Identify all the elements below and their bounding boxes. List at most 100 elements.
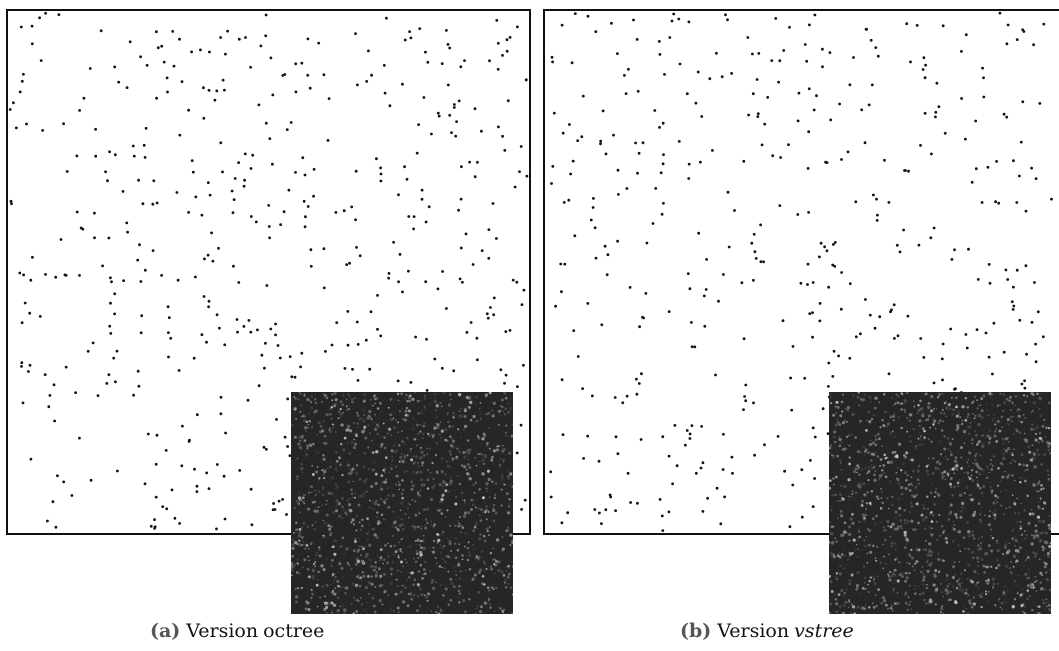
spectrum-speckle [308, 399, 312, 402]
spectrum-speckle [410, 480, 413, 482]
spectrum-speckle [410, 571, 415, 575]
spectrum-speckle [473, 576, 476, 580]
spectrum-speckle [396, 449, 398, 452]
spectrum-speckle [490, 567, 494, 571]
spectrum-speckle [929, 426, 931, 429]
sample-point [970, 180, 974, 184]
spectrum-speckle [872, 441, 875, 444]
spectrum-speckle [431, 586, 436, 591]
spectrum-speckle [872, 544, 875, 547]
spectrum-speckle [389, 581, 393, 586]
spectrum-speckle [927, 401, 931, 405]
spectrum-speckle [989, 565, 993, 568]
spectrum-speckle [860, 504, 864, 507]
spectrum-speckle [316, 551, 319, 555]
spectrum-speckle [1037, 453, 1040, 456]
spectrum-speckle [1045, 571, 1048, 574]
spectrum-speckle [397, 516, 400, 518]
spectrum-speckle [933, 419, 937, 423]
spectrum-speckle [426, 452, 429, 456]
spectrum-speckle [881, 501, 885, 505]
spectrum-speckle [903, 402, 905, 405]
spectrum-speckle [372, 421, 375, 423]
sample-point [644, 292, 648, 295]
spectrum-speckle [377, 432, 380, 435]
spectrum-speckle [379, 559, 381, 561]
spectrum-speckle [453, 489, 455, 491]
sample-point [824, 160, 827, 164]
sample-point [823, 245, 826, 249]
spectrum-speckle [472, 529, 476, 533]
spectrum-speckle [463, 396, 466, 398]
sample-point [753, 453, 756, 457]
spectrum-speckle [1048, 607, 1051, 611]
spectrum-speckle [321, 585, 325, 589]
spectrum-speckle [318, 570, 321, 573]
spectrum-speckle [451, 457, 455, 461]
spectrum-speckle [977, 561, 979, 563]
spectrum-speckle [920, 513, 924, 517]
spectrum-speckle [1016, 429, 1019, 433]
sample-point [504, 330, 508, 333]
spectrum-speckle [962, 429, 967, 434]
spectrum-speckle [1005, 489, 1007, 492]
spectrum-speckle [1015, 428, 1018, 431]
spectrum-speckle [488, 602, 492, 606]
sample-point [152, 179, 156, 183]
spectrum-speckle [1037, 506, 1042, 510]
spectrum-speckle [1036, 605, 1038, 608]
spectrum-speckle [1039, 587, 1044, 591]
sample-point [848, 356, 852, 360]
spectrum-speckle [1048, 526, 1051, 531]
sample-point [833, 241, 837, 244]
spectrum-speckle [375, 396, 379, 400]
spectrum-speckle [1005, 507, 1007, 510]
sample-point [982, 76, 985, 80]
spectrum-speckle [927, 438, 930, 441]
spectrum-speckle [915, 502, 919, 506]
sample-point [171, 30, 175, 33]
spectrum-speckle [414, 392, 416, 394]
spectrum-speckle [926, 553, 931, 557]
spectrum-speckle [495, 586, 498, 590]
spectrum-speckle [459, 569, 464, 573]
spectrum-speckle [850, 603, 853, 606]
spectrum-speckle [502, 460, 505, 464]
sample-point [511, 278, 515, 282]
spectrum-speckle [833, 593, 836, 596]
spectrum-speckle [944, 536, 948, 540]
sample-point [560, 23, 564, 27]
spectrum-speckle [938, 459, 940, 461]
spectrum-speckle [294, 588, 297, 590]
sample-point [560, 521, 564, 525]
spectrum-speckle [330, 476, 335, 480]
sample-point [387, 276, 390, 280]
spectrum-speckle [325, 583, 327, 585]
spectrum-speckle [350, 521, 353, 524]
spectrum-speckle [311, 500, 315, 504]
spectrum-speckle [291, 538, 295, 542]
spectrum-speckle [1020, 592, 1024, 596]
spectrum-speckle [374, 402, 376, 405]
sample-point [819, 241, 823, 245]
spectrum-speckle [475, 464, 478, 467]
spectrum-speckle [478, 559, 480, 561]
spectrum-speckle [977, 501, 980, 504]
sample-point [797, 91, 801, 95]
spectrum-speckle [401, 430, 403, 432]
spectrum-speckle [879, 506, 883, 510]
spectrum-speckle [400, 501, 404, 505]
spectrum-speckle [500, 488, 503, 491]
spectrum-speckle [342, 508, 345, 511]
spectrum-speckle [999, 479, 1003, 483]
spectrum-speckle [406, 506, 410, 510]
sample-point [132, 154, 136, 158]
spectrum-speckle [938, 514, 941, 517]
spectrum-speckle [944, 435, 946, 438]
spectrum-speckle [322, 472, 326, 477]
spectrum-speckle [374, 586, 377, 588]
sample-point [581, 387, 584, 390]
sample-point [636, 171, 639, 175]
sample-point [141, 202, 145, 206]
spectrum-speckle [291, 562, 293, 566]
